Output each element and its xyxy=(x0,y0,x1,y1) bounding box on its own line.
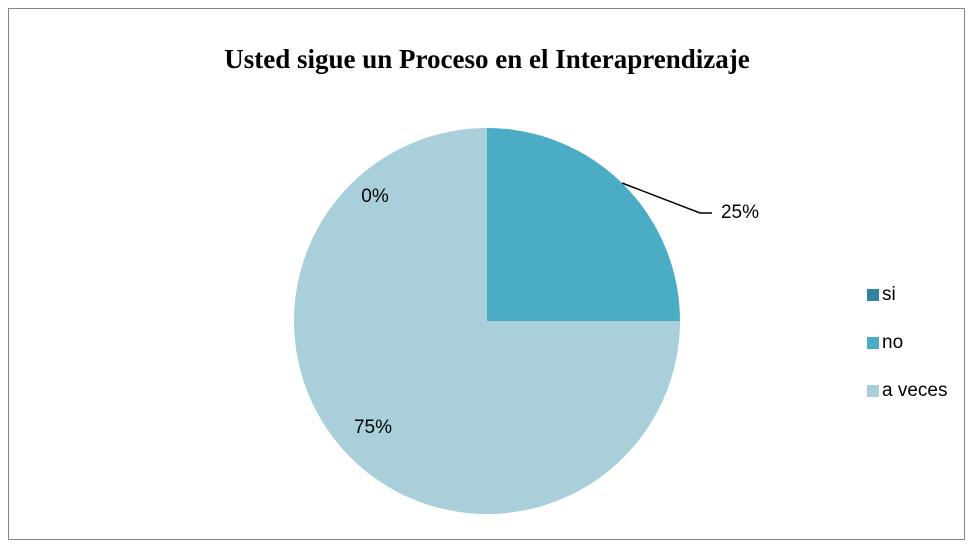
legend-label: si xyxy=(882,284,896,305)
data-label: 0% xyxy=(361,186,389,207)
legend-label: no xyxy=(882,332,903,353)
leader-line xyxy=(621,182,712,214)
pie-slice xyxy=(487,128,680,321)
data-label: 25% xyxy=(721,202,759,223)
legend-swatch xyxy=(867,385,879,397)
legend-label: a veces xyxy=(882,380,947,401)
legend-swatch xyxy=(867,337,879,349)
data-label: 75% xyxy=(354,417,392,438)
pie-slice xyxy=(294,128,680,514)
legend-swatch xyxy=(867,289,879,301)
chart-title: Usted sigue un Proceso en el Interaprend… xyxy=(224,44,749,74)
